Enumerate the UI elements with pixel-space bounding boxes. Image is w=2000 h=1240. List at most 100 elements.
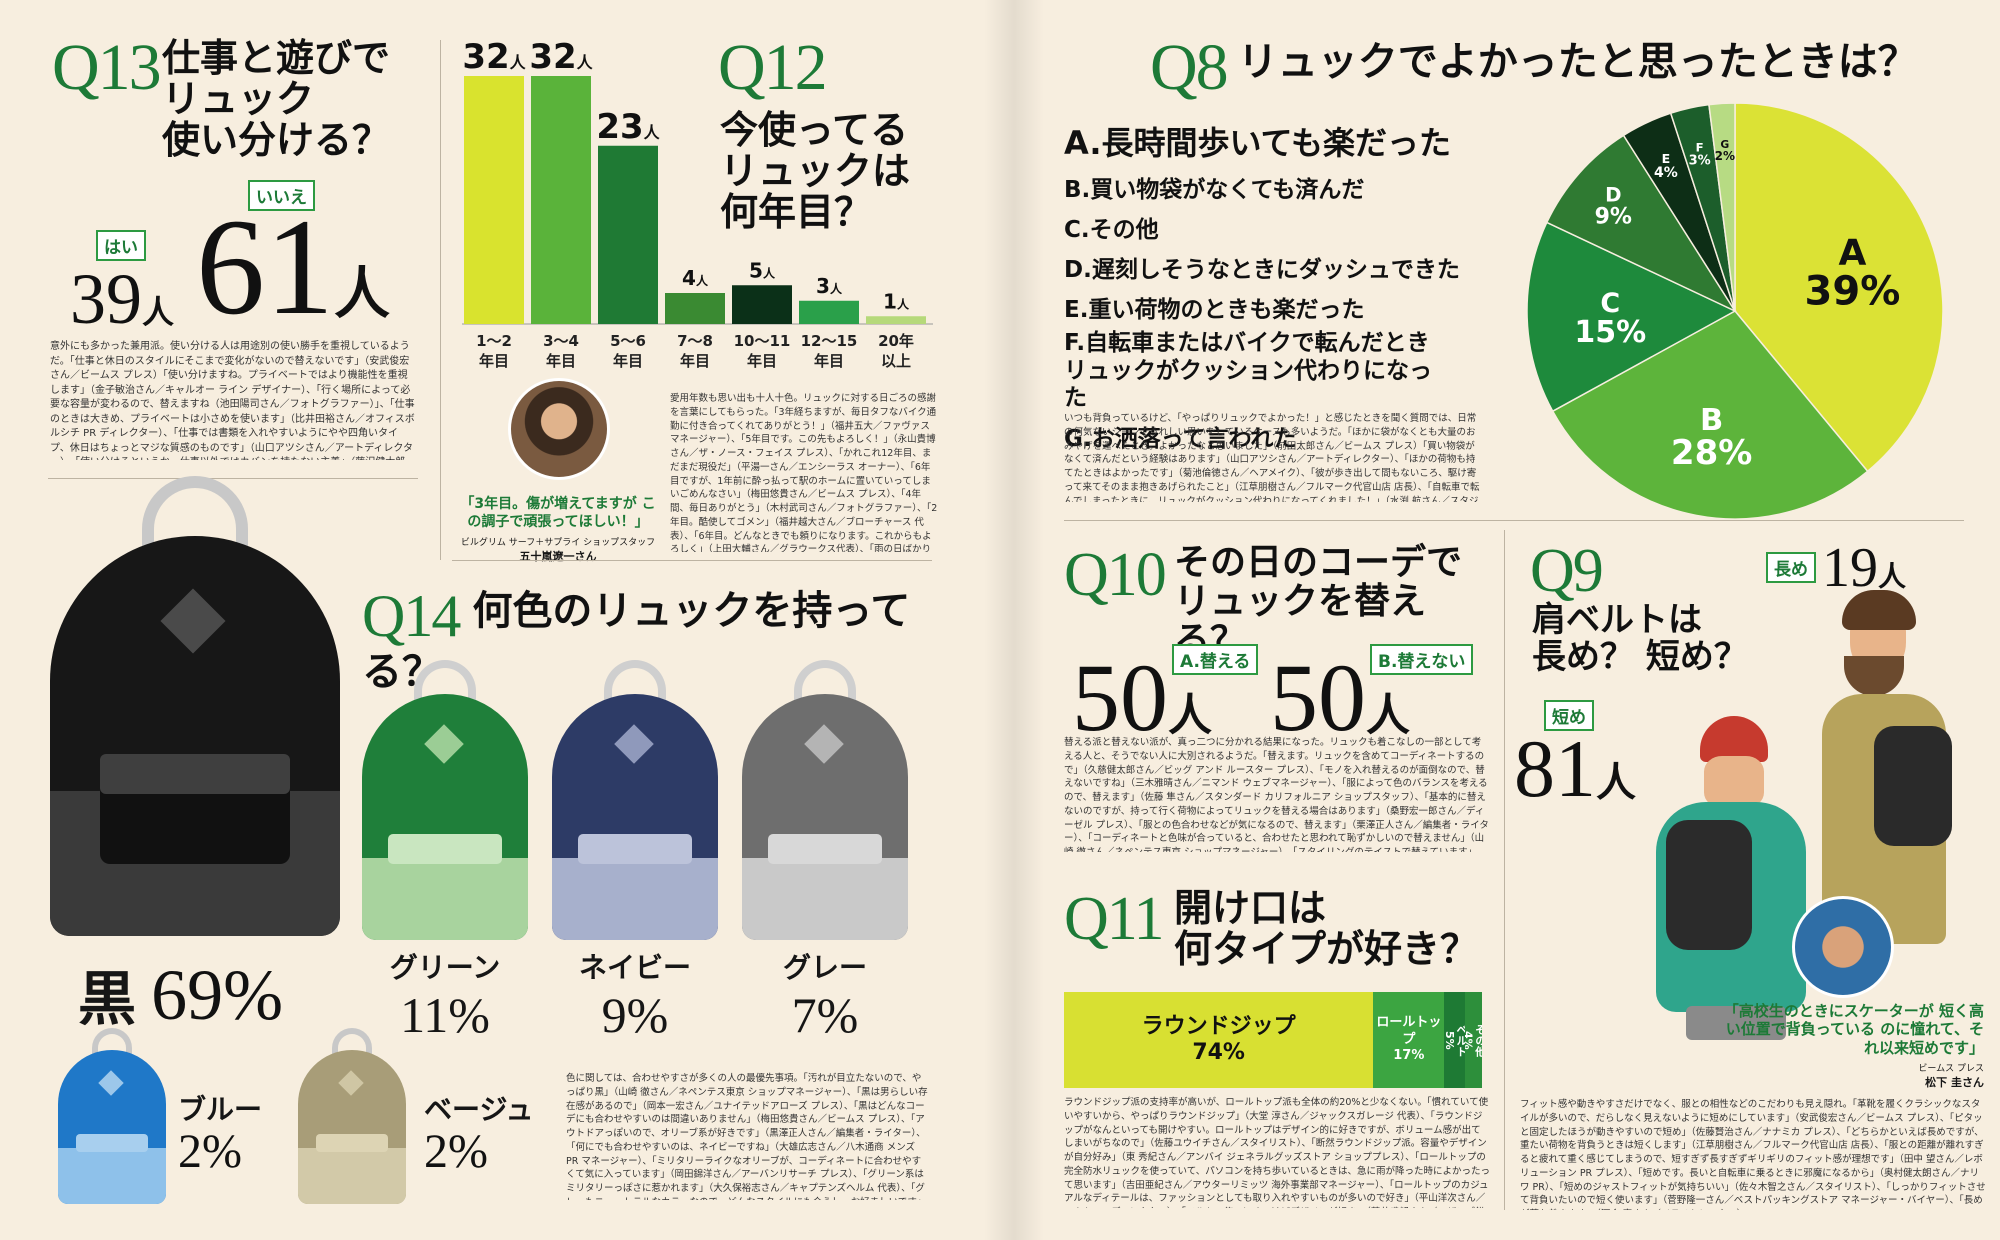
left-column-divider (440, 40, 441, 560)
q9-short-count: 81人 (1514, 722, 1636, 816)
q11-bar-segment-label: その他 4% (1465, 1024, 1482, 1057)
q9-number: Q9 (1530, 537, 1604, 605)
q11-title-line-1: 開け口は (1174, 886, 1327, 930)
q8-legend-a: A.長時間歩いても楽だった (1064, 124, 1451, 162)
color-green-name: グリーン (389, 951, 501, 984)
q12-category-label: 1〜2 (476, 332, 512, 350)
q9-long-value: 19 (1822, 537, 1878, 599)
q8-pie-slice-letter: A (1838, 233, 1866, 274)
q12-bar (464, 76, 524, 324)
q12-title-line-2: リュックは (720, 149, 911, 194)
q12-bar (598, 145, 658, 324)
black-backpack-image (50, 476, 340, 936)
q12-quote-credit: ビルグリム サーフ＋サプライ ショップスタッフ (460, 538, 656, 548)
q11-bar-segment-percent: 5% (1444, 1030, 1456, 1050)
q12-category-label-suffix: 以上 (881, 352, 911, 370)
q9-short-tag: 短め (1544, 700, 1594, 731)
q12-category-label-suffix: 年目 (680, 352, 710, 370)
q13-no-tag: いいえ (248, 180, 315, 211)
q8-legend-b: B.買い物袋がなくても済んだ (1064, 177, 1365, 203)
color-navy-pack (552, 660, 718, 940)
color-navy-label: ネイビー 9% (542, 946, 728, 1044)
q12-bar (866, 316, 926, 324)
q8-number: Q8 (1150, 31, 1229, 104)
q13-title-line-2: リュック (162, 77, 315, 122)
q8-divider (1064, 520, 1964, 521)
illustration-short-strap-person (1646, 716, 1816, 1046)
color-grey-pct: 7% (791, 987, 859, 1043)
q12-body: 愛用年数も思い出も十人十色。リュックに対する日ごろの感謝を言葉にしてもらった。「… (670, 393, 938, 552)
q10-b-value: 50 (1270, 644, 1366, 751)
q8-pie-chart: A39% B28% C15% D9% E4% F3% G2% (1526, 102, 1944, 520)
q8-header: Q8 リュックでよかったと思ったときは？ (1150, 30, 1970, 110)
q12-title-line-1: 今使ってる (720, 108, 909, 152)
q8-legend: A.長時間歩いても楽だった B.買い物袋がなくても済んだ C.その他 D.遅刻し… (1064, 118, 1564, 453)
q12-category-label: 10〜11 (734, 332, 791, 350)
q9-long-unit: 人 (1878, 560, 1907, 593)
color-blue-label: ブルー 2% (178, 1088, 262, 1176)
q8-pie-slice-letter: D (1605, 184, 1621, 207)
q9-quote-text: 「高校生のときにスケーターが 短く高い位置で背負っている のに憧れて、それ以来短… (1723, 1002, 1984, 1057)
page-spine (984, 0, 1044, 1240)
q13-yes-value: 39 (70, 259, 142, 339)
q12-bar-value-unit: 人 (510, 53, 527, 72)
q8-pie-slice-percent: 15% (1574, 315, 1646, 350)
q12-portrait-avatar (508, 378, 610, 480)
q12-category-label: 20年 (878, 332, 914, 350)
q13-yes-count: 39人 (70, 258, 174, 341)
q13-no-value: 61 (196, 190, 334, 343)
q11-section: Q11 開け口は 何タイプが好き？ ラウンドジップ 74% ロールトップ 17% ベルト… (1064, 884, 1494, 1214)
color-blue-name: ブルー (178, 1093, 263, 1126)
q12-bar-value-unit: 人 (696, 273, 709, 288)
q8-pie-slice-percent: 39% (1805, 269, 1901, 315)
color-green-pack (362, 660, 528, 940)
q8-pie-slice-letter: C (1600, 288, 1620, 319)
q12-number: Q12 (718, 31, 828, 104)
q12-bar-value-label: 3人 (816, 274, 843, 298)
q11-bar-segment-percent: 4% (1465, 1030, 1475, 1050)
q10-title: その日のコーデで リュックを替える？ (1174, 543, 1494, 661)
q12-bar-value-unit: 人 (763, 265, 776, 280)
q8-legend-d: D.遅刻しそうなときにダッシュできた (1064, 257, 1460, 283)
q12-section: 32人 1〜2 年目 32人 3〜4 年目 23人 5〜6 年目 4人 7〜8 年目 5人 10〜11 年目… (458, 30, 938, 563)
q9-portrait-avatar (1792, 896, 1894, 998)
color-black-pct: 69% (151, 955, 284, 1035)
q11-bar-segment-name: その他 (1473, 1023, 1482, 1057)
q13-body: 意外にも多かった兼用派。使い分ける人は用途別の使い勝手を重視しているようだ。「仕… (50, 341, 415, 460)
q8-title: リュックでよかったと思ったときは？ (1237, 39, 1918, 85)
q13-number: Q13 (52, 31, 162, 104)
q8-pie-slice-percent: 9% (1595, 205, 1632, 230)
color-blue-pack (58, 1028, 166, 1204)
color-green-pct: 11% (400, 987, 490, 1043)
q11-bar-segment-percent: 74% (1192, 1040, 1245, 1065)
q8-pie-slice-percent: 4% (1654, 165, 1678, 181)
q8-pie-slice (1708, 102, 1736, 312)
q11-bar-segment: その他 4% (1465, 992, 1482, 1088)
q12-bar-value-unit: 人 (897, 296, 910, 311)
q12-bar-value-label: 4人 (682, 266, 709, 290)
q10-b-tag: B.替えない (1370, 644, 1474, 675)
q13-yes-tag: はい (96, 230, 146, 261)
q12-category-label: 12〜15 (801, 332, 858, 350)
q14-header: Q14 何色のリュックを持ってる？ (362, 582, 942, 694)
q11-title-line-2: 何タイプが好き？ (1174, 927, 1479, 972)
q10-title-line-2: リュックを替える？ (1174, 580, 1427, 661)
q12-divider (452, 560, 932, 561)
q10-a-unit: 人 (1168, 690, 1212, 741)
q12-bar-chart: 32人 1〜2 年目 32人 3〜4 年目 23人 5〜6 年目 4人 7〜8 年目 5人 10〜11 年目… (462, 37, 933, 370)
q9-title-line-1: 肩ベルトは (1532, 600, 1702, 640)
q12-category-label: 5〜6 (610, 332, 646, 350)
q12-bar-value-label: 1人 (883, 289, 910, 313)
q12-bar (799, 300, 859, 324)
q9-section: Q9 長め 19人 肩ベルトは 長め？ 短め？ 短め 81人 「高校生のときにス… (1514, 536, 1994, 1216)
q12-category-label-suffix: 年目 (479, 352, 509, 370)
q12-bar (665, 293, 725, 324)
color-grey-pack (742, 660, 908, 940)
q13-section: Q13 仕事と遊びで リュック 使い分ける？ いいえ はい 39人 61人 意外… (50, 30, 430, 470)
q8-pie-slice-letter: E (1662, 151, 1671, 166)
q12-bar-value-label: 32人 (462, 37, 526, 77)
q9-body: フィット感や動きやすさだけでなく、服との相性などのこだわりも見え隠れ。「革靴を履… (1520, 1099, 1986, 1210)
q12-quote: 「3年目。傷が増えてますが この調子で頑張ってほしい！」 ビルグリム サーフ＋サ… (458, 496, 658, 564)
q14-title: 何色のリュックを持ってる？ (362, 588, 911, 695)
q8-pie-slice (1551, 310, 1869, 520)
